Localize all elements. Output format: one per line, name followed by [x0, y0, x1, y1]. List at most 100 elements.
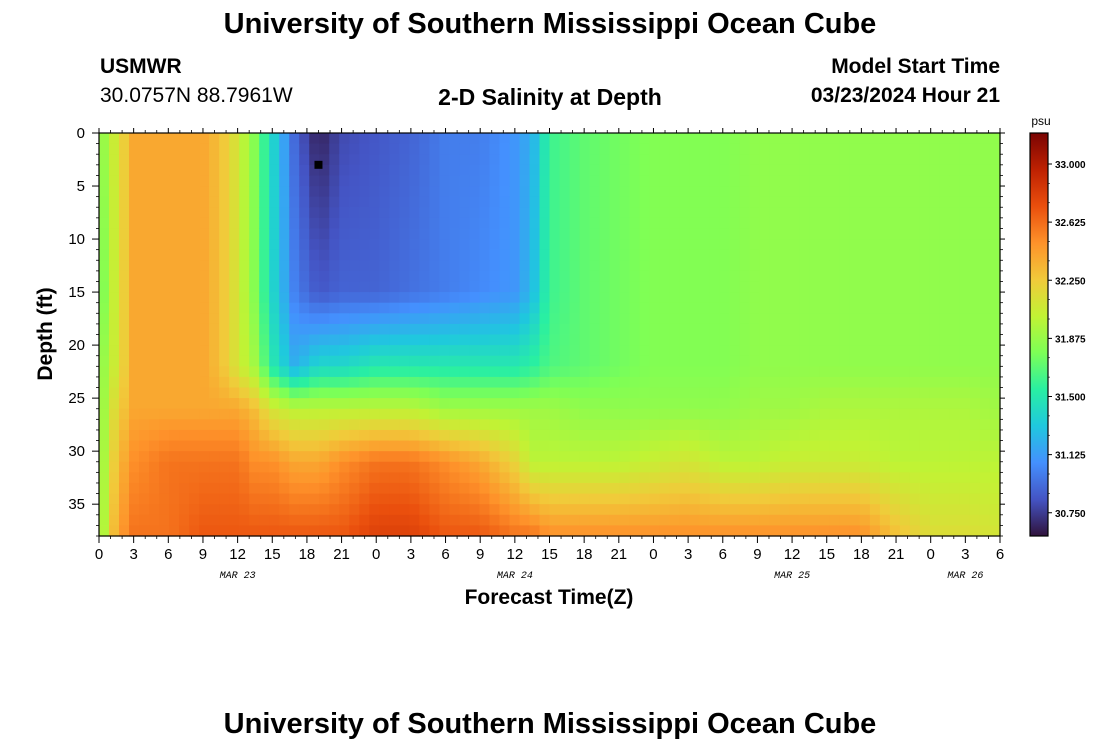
heatmap-cell: [119, 249, 130, 261]
heatmap-cell: [289, 461, 300, 473]
heatmap-cell: [379, 323, 390, 336]
heatmap-cell: [959, 376, 971, 389]
heatmap-cell: [329, 207, 340, 219]
heatmap-cell: [719, 514, 731, 526]
heatmap-cell: [469, 323, 481, 336]
heatmap-cell: [599, 228, 611, 240]
heatmap-cell: [589, 281, 601, 293]
heatmap-cell: [709, 186, 721, 198]
heatmap-cell: [799, 239, 811, 251]
heatmap-cell: [409, 143, 420, 155]
heatmap-cell: [819, 249, 831, 261]
heatmap-cell: [979, 239, 991, 251]
heatmap-cell: [889, 260, 901, 272]
heatmap-cell: [519, 133, 531, 145]
heatmap-cell: [939, 196, 951, 208]
heatmap-cell: [599, 419, 611, 431]
heatmap-cell: [769, 143, 781, 155]
heatmap-cell: [249, 366, 260, 378]
heatmap-cell: [879, 133, 891, 145]
heatmap-cell: [159, 461, 170, 473]
heatmap-cell: [259, 302, 270, 314]
heatmap-cell: [569, 345, 581, 357]
heatmap-cell: [489, 313, 501, 325]
heatmap-cell: [659, 366, 671, 378]
heatmap-cell: [609, 376, 621, 389]
heatmap-cell: [649, 186, 661, 198]
heatmap-cell: [119, 355, 130, 367]
heatmap-cell: [719, 334, 731, 346]
heatmap-cell: [639, 239, 651, 251]
heatmap-cell: [929, 408, 941, 420]
heatmap-cell: [599, 207, 611, 219]
heatmap-cell: [779, 419, 791, 431]
heatmap-cell: [329, 482, 340, 495]
heatmap-cell: [209, 472, 220, 484]
heatmap-cell: [439, 302, 450, 314]
heatmap-cell: [799, 429, 811, 442]
heatmap-cell: [369, 345, 380, 357]
heatmap-cell: [389, 249, 400, 261]
heatmap-cell: [149, 387, 160, 399]
heatmap-cell: [829, 323, 841, 336]
heatmap-cell: [359, 387, 370, 399]
heatmap-cell: [749, 154, 761, 166]
heatmap-cell: [119, 292, 130, 304]
heatmap-cell: [499, 419, 511, 431]
heatmap-cell: [709, 143, 721, 155]
heatmap-cell: [279, 355, 290, 367]
heatmap-cell: [109, 228, 120, 240]
heatmap-cell: [859, 451, 871, 463]
heatmap-cell: [349, 154, 360, 166]
heatmap-cell: [459, 461, 471, 473]
heatmap-cell: [579, 387, 591, 399]
heatmap-cell: [279, 472, 290, 484]
heatmap-cell: [139, 504, 150, 516]
heatmap-cell: [399, 281, 410, 293]
heatmap-cell: [579, 514, 591, 526]
heatmap-cell: [529, 228, 541, 240]
heatmap-cell: [899, 451, 911, 463]
heatmap-cell: [229, 270, 240, 283]
heatmap-cell: [749, 376, 761, 389]
heatmap-cell: [329, 451, 340, 463]
heatmap-cell: [989, 186, 1001, 198]
heatmap-cell: [729, 482, 741, 495]
heatmap-cell: [669, 440, 681, 452]
heatmap-cell: [989, 207, 1001, 219]
heatmap-cell: [369, 133, 380, 145]
heatmap-cell: [749, 366, 761, 378]
heatmap-cell: [909, 154, 921, 166]
heatmap-cell: [889, 355, 901, 367]
heatmap-cell: [589, 133, 601, 145]
heatmap-cell: [469, 482, 481, 495]
heatmap-cell: [609, 355, 621, 367]
heatmap-cell: [869, 408, 881, 420]
heatmap-cell: [989, 164, 1001, 177]
heatmap-cell: [359, 217, 370, 230]
heatmap-cell: [159, 249, 170, 261]
heatmap-cell: [879, 429, 891, 442]
heatmap-cell: [669, 143, 681, 155]
heatmap-cell: [359, 133, 370, 145]
heatmap-cell: [299, 493, 310, 505]
heatmap-cell: [189, 345, 200, 357]
heatmap-cell: [609, 270, 621, 283]
heatmap-cell: [549, 164, 561, 177]
heatmap-cell: [249, 302, 260, 314]
heatmap-cell: [649, 525, 661, 537]
heatmap-cell: [899, 313, 911, 325]
heatmap-cell: [619, 482, 631, 495]
heatmap-cell: [559, 525, 571, 537]
heatmap-cell: [459, 239, 471, 251]
heatmap-cell: [889, 493, 901, 505]
heatmap-cell: [459, 429, 471, 442]
heatmap-cell: [579, 323, 591, 336]
heatmap-cell: [829, 270, 841, 283]
heatmap-cell: [219, 408, 230, 420]
heatmap-cell: [849, 260, 861, 272]
heatmap-cell: [759, 387, 771, 399]
heatmap-cell: [459, 270, 471, 283]
heatmap-cell: [669, 302, 681, 314]
heatmap-cell: [969, 398, 981, 410]
